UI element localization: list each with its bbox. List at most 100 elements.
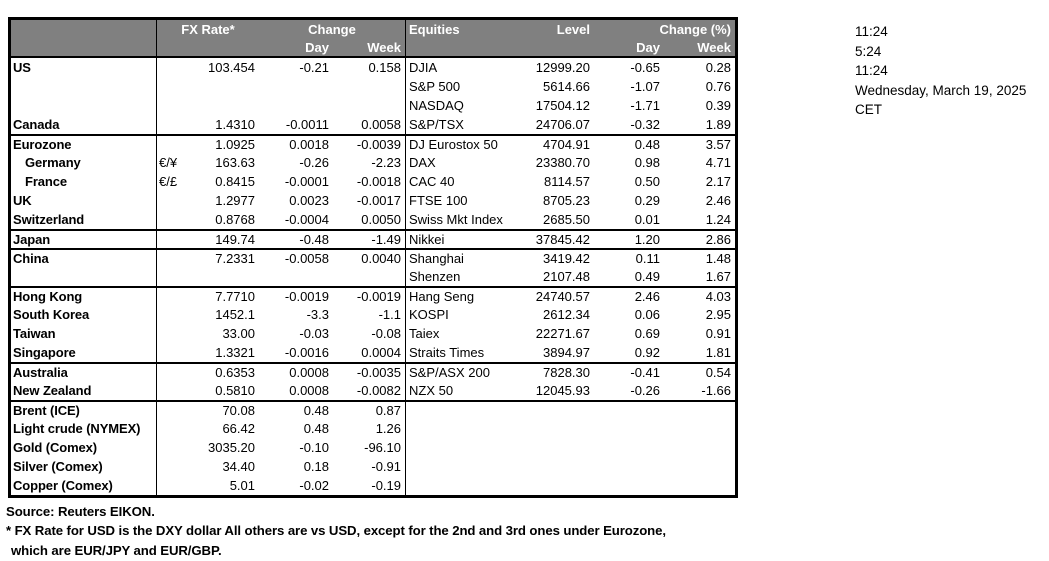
currency-pair-cell xyxy=(157,136,202,153)
header-blank-cell xyxy=(11,39,157,56)
footnotes: Source: Reuters EIKON. * FX Rate for USD… xyxy=(6,502,666,560)
fx-label-cell: Silver (Comex) xyxy=(11,457,157,476)
fx-rate-cell xyxy=(202,77,259,96)
fx-rate-cell: 34.40 xyxy=(222,459,255,474)
table-row-germany: Germany €/¥ 163.63 -0.26 -2.23 DAX 23380… xyxy=(11,153,735,172)
table-row-new-zealand: New Zealand 0.5810 0.0008 -0.0082 NZX 50… xyxy=(11,381,735,400)
fx-rate-cell: 70.08 xyxy=(222,403,255,418)
equity-level-cell: 24740.57 xyxy=(535,289,590,304)
equity-name-cell: FTSE 100 xyxy=(409,193,468,208)
table-row-us: US 103.454 -0.21 0.158 DJIA 12999.20 -0.… xyxy=(11,58,735,77)
fx-label-cell xyxy=(11,267,157,286)
fx-label-cell: Taiwan xyxy=(11,324,157,343)
table-row-south-korea: South Korea 1452.1 -3.3 -1.1 KOSPI 2612.… xyxy=(11,305,735,324)
currency-pair-cell xyxy=(157,267,202,286)
fx-day-change-cell: 0.0008 xyxy=(289,365,329,380)
fx-day-change-cell: -0.0019 xyxy=(284,289,329,304)
equity-week-change-cell: 3.57 xyxy=(705,137,731,152)
equity-week-change-cell: -1.66 xyxy=(701,383,731,398)
currency-pair-cell xyxy=(157,115,202,134)
currency-pair-cell xyxy=(157,288,202,305)
equity-week-change-cell: 4.03 xyxy=(705,289,731,304)
fx-day-change-cell xyxy=(259,267,333,286)
equity-level-cell xyxy=(518,476,594,495)
fx-week-change-cell: -0.08 xyxy=(333,324,406,343)
equity-week-change-cell xyxy=(664,438,735,457)
equity-week-change-cell: 0.39 xyxy=(705,98,731,113)
equity-day-change-cell xyxy=(594,438,664,457)
equity-level-cell xyxy=(518,402,594,419)
fx-week-change-cell: 0.0040 xyxy=(333,250,406,267)
table-row-shenzen: Shenzen 2107.48 0.49 1.67 xyxy=(11,267,735,286)
equity-name-cell: S&P/TSX xyxy=(409,117,464,132)
table-row-taiwan: Taiwan 33.00 -0.03 -0.08 Taiex 22271.67 … xyxy=(11,324,735,343)
table-body: US 103.454 -0.21 0.158 DJIA 12999.20 -0.… xyxy=(11,58,735,495)
fx-label-cell: Brent (ICE) xyxy=(11,402,157,419)
equities-week-header: Week xyxy=(697,40,731,55)
table-row-switzerland: Switzerland 0.8768 -0.0004 0.0050 Swiss … xyxy=(11,210,735,229)
fx-rate-cell: 3035.20 xyxy=(208,440,255,455)
fx-label-cell: Hong Kong xyxy=(11,288,157,305)
equity-day-change-cell: 0.69 xyxy=(634,326,660,341)
fx-day-change-cell: -0.21 xyxy=(299,60,329,75)
equity-day-change-cell: 1.20 xyxy=(634,232,660,247)
table-row-france: France €/£ 0.8415 -0.0001 -0.0018 CAC 40… xyxy=(11,172,735,191)
equity-day-change-cell: -0.26 xyxy=(630,383,660,398)
fx-day-change-cell: -0.0004 xyxy=(284,212,329,227)
fx-label-cell: Eurozone xyxy=(11,136,157,153)
fx-day-change-cell: -3.3 xyxy=(306,307,329,322)
equity-name-cell xyxy=(406,419,518,438)
equity-name-cell: Swiss Mkt Index xyxy=(409,212,503,227)
equity-level-cell: 12045.93 xyxy=(535,383,590,398)
equity-name-cell: NZX 50 xyxy=(409,383,454,398)
fx-label-cell: Copper (Comex) xyxy=(11,476,157,495)
currency-pair-cell xyxy=(157,305,202,324)
equity-week-change-cell: 2.95 xyxy=(705,307,731,322)
header-blank-cell xyxy=(406,39,594,56)
currency-pair-cell xyxy=(157,364,202,381)
fx-week-change-cell: -1.49 xyxy=(333,231,406,248)
equity-week-change-cell: 2.17 xyxy=(705,174,731,189)
timezone-line: CET xyxy=(855,102,882,118)
timestamp-line: 5:24 xyxy=(855,43,882,59)
fx-day-change-cell: -0.26 xyxy=(299,155,329,170)
fx-rate-cell: 0.6353 xyxy=(215,365,255,380)
fx-day-change-cell: 0.0008 xyxy=(289,383,329,398)
currency-pair-cell xyxy=(157,58,202,77)
fx-week-change-cell xyxy=(333,77,406,96)
fx-week-change-cell: -0.0082 xyxy=(333,381,406,400)
fx-change-header: Change xyxy=(259,20,406,39)
equity-name-cell: Nikkei xyxy=(409,232,445,247)
fx-week-change-cell xyxy=(333,267,406,286)
fx-rate-header: FX Rate* xyxy=(181,22,235,37)
fx-label-cell: Gold (Comex) xyxy=(11,438,157,457)
equity-day-change-cell: -1.07 xyxy=(630,79,660,94)
fx-note-continued-line: which are EUR/JPY and EUR/GBP. xyxy=(11,542,222,558)
equity-name-cell: Shanghai xyxy=(409,251,464,266)
equity-level-cell: 7828.30 xyxy=(543,365,590,380)
equity-name-cell: DJIA xyxy=(409,60,438,75)
fx-label-cell: UK xyxy=(11,191,157,210)
fx-rate-cell: 1.2977 xyxy=(215,193,255,208)
currency-pair-cell xyxy=(157,191,202,210)
fx-rate-cell: 149.74 xyxy=(215,232,255,247)
table-row-china: China 7.2331 -0.0058 0.0040 Shanghai 341… xyxy=(11,248,735,267)
equity-day-change-cell: 0.11 xyxy=(635,251,660,266)
equity-name-cell: Shenzen xyxy=(409,269,461,284)
fx-label-cell: Japan xyxy=(11,231,157,248)
fx-rate-cell: 1.3321 xyxy=(215,345,255,360)
fx-label-cell: Switzerland xyxy=(11,210,157,229)
fx-day-change-cell: 0.48 xyxy=(303,403,329,418)
fx-week-change-cell: 1.26 xyxy=(333,419,406,438)
equity-week-change-cell: 1.89 xyxy=(705,117,731,132)
equities-day-header: Day xyxy=(636,40,660,55)
fx-week-change-cell: -0.0019 xyxy=(333,288,406,305)
currency-pair-cell xyxy=(157,324,202,343)
fx-rate-cell: 33.00 xyxy=(222,326,255,341)
equity-week-change-cell: 1.48 xyxy=(705,251,731,266)
fx-day-change-cell: -0.0016 xyxy=(284,345,329,360)
currency-pair-cell xyxy=(157,77,202,96)
table-row-s-p-500: S&P 500 5614.66 -1.07 0.76 xyxy=(11,77,735,96)
equity-level-cell: 8705.23 xyxy=(543,193,590,208)
